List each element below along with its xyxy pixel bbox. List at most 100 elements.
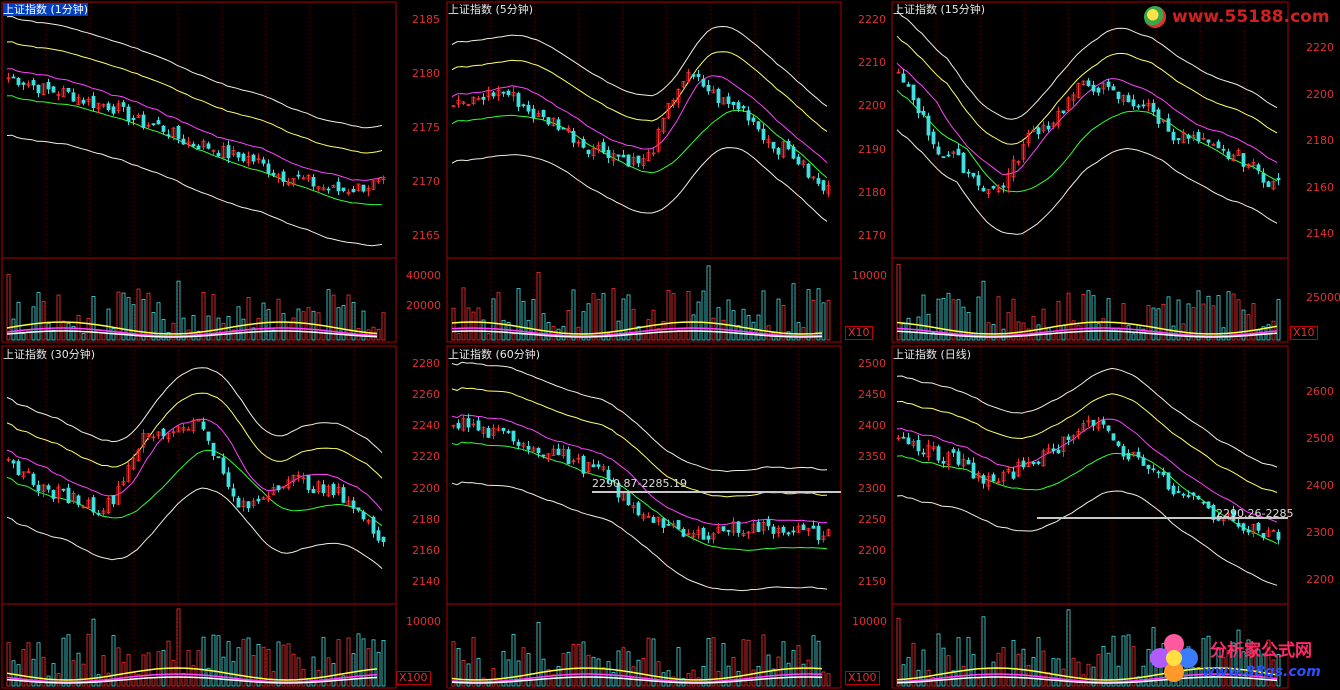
volume-bar [791, 283, 796, 341]
volume-bar [661, 321, 666, 341]
volume-pane-frame [891, 257, 1289, 343]
volume-bar [1041, 308, 1046, 341]
candle-body [256, 158, 261, 161]
candle-body [26, 471, 31, 474]
volume-bar [501, 650, 506, 687]
candle-body [511, 91, 516, 97]
panel-title-daily[interactable]: 上证指数 (日线) [893, 348, 972, 361]
candle-body [336, 181, 341, 192]
candle-body [1121, 446, 1126, 457]
candle-body [1086, 420, 1091, 423]
candle-body [296, 174, 301, 177]
volume-bar [181, 672, 186, 687]
candle-body [1141, 457, 1146, 466]
price-axis-tick-left: 2240 [412, 419, 440, 433]
candle-body [526, 446, 531, 450]
volume-bar [466, 663, 471, 687]
candle-body [776, 148, 781, 155]
candle-body [766, 139, 771, 144]
candle-body [796, 156, 801, 165]
volume-bar [381, 312, 386, 341]
chart-panel-p2[interactable] [446, 1, 842, 343]
chart-panel-p3[interactable] [891, 1, 1289, 343]
price-axis-tick-right: 2600 [1306, 385, 1334, 398]
candle-body [1051, 448, 1056, 452]
candle-body [326, 485, 331, 497]
panel-title-15min[interactable]: 上证指数 (15分钟) [893, 3, 986, 16]
candle-body [966, 459, 971, 465]
volume-pane-frame [1, 257, 397, 343]
candle-body [346, 500, 351, 506]
volume-bar [1261, 326, 1266, 341]
chart-panel-p6[interactable] [891, 345, 1289, 689]
candle-body [1111, 86, 1116, 91]
candle-body [1056, 449, 1061, 454]
volume-ma-line [6, 667, 378, 681]
candle-body [1131, 99, 1136, 107]
volume-bar [361, 638, 366, 687]
candle-body [996, 187, 1001, 192]
candle-body [956, 451, 961, 465]
candle-body [1171, 485, 1176, 495]
boll-upper-line [896, 367, 1278, 468]
candle-body [161, 125, 166, 132]
candle-body [121, 102, 126, 107]
candle-body [801, 160, 806, 166]
volume-bar [1176, 299, 1181, 341]
panel-title-1min[interactable]: 上证指数 (1分钟) [3, 3, 89, 16]
volume-bar [126, 654, 131, 687]
candle-body [1076, 430, 1081, 436]
candle-body [516, 441, 521, 446]
volume-bar [981, 280, 986, 341]
candle-body [706, 84, 711, 92]
volume-bar [631, 308, 636, 341]
candle-body [1021, 460, 1026, 468]
candle-body [1271, 180, 1276, 190]
volume-bar [761, 290, 766, 341]
volume-bar [471, 637, 476, 687]
candle-body [971, 172, 976, 177]
volume-bar [1131, 646, 1136, 687]
chart-panel-p4[interactable] [1, 345, 397, 689]
volume-bar [1106, 298, 1111, 341]
ma-line-1 [6, 418, 383, 511]
candle-body [601, 466, 606, 471]
candle-body [251, 500, 256, 506]
chart-panel-p5[interactable] [446, 345, 842, 689]
candle-body [31, 473, 36, 485]
volume-bar [656, 661, 661, 687]
candle-body [551, 448, 556, 456]
candle-body [1271, 530, 1276, 532]
candle-body [376, 178, 381, 183]
volume-bar [81, 333, 86, 341]
candle-body [1061, 436, 1066, 452]
volume-bar [1116, 327, 1121, 341]
logo-55188-icon [1144, 6, 1166, 28]
candle-body [826, 185, 831, 194]
chart-panel-p1[interactable] [1, 1, 397, 343]
volume-bar [1121, 302, 1126, 341]
volume-bar [461, 659, 466, 687]
panel-title-5min[interactable]: 上证指数 (5分钟) [448, 3, 534, 16]
candle-body [1266, 181, 1271, 188]
volume-bar [1276, 654, 1281, 687]
volume-bar [541, 313, 546, 341]
panel-title-30min[interactable]: 上证指数 (30分钟) [3, 348, 96, 361]
volume-bar [376, 328, 381, 341]
candle-body [286, 182, 291, 185]
candle-body [76, 495, 81, 505]
volume-bar [526, 653, 531, 687]
candle-body [171, 127, 176, 138]
volume-bar [946, 655, 951, 687]
candle-body [546, 453, 551, 460]
candle-body [206, 143, 211, 149]
panel-title-60min[interactable]: 上证指数 (60分钟) [448, 348, 541, 361]
candle-body [296, 475, 301, 477]
candle-body [776, 528, 781, 534]
candle-body [271, 487, 276, 495]
volume-bar [1161, 304, 1166, 341]
volume-bar [1101, 318, 1106, 341]
volume-bar [91, 618, 96, 687]
volume-bar [351, 302, 356, 341]
